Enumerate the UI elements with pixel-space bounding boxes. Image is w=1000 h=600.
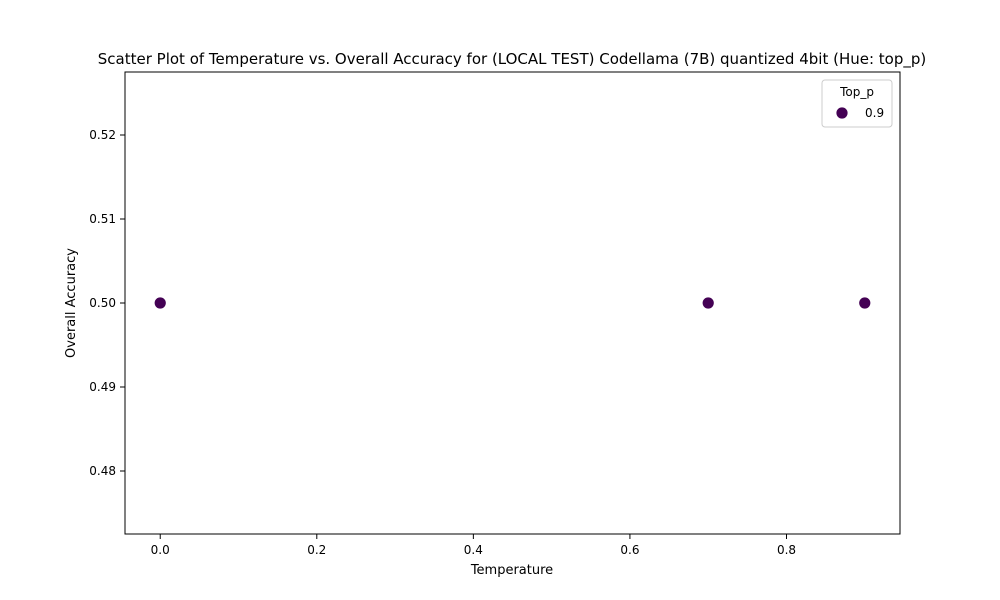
x-axis-label: Temperature: [470, 563, 553, 578]
chart-title: Scatter Plot of Temperature vs. Overall …: [98, 50, 926, 69]
scatter-point: [858, 296, 872, 310]
scatter-point: [701, 296, 715, 310]
legend: Top_p 0.9: [821, 79, 893, 128]
y-tick-label: 0.52: [89, 128, 116, 142]
y-tick-label: 0.48: [89, 464, 116, 478]
x-tick-label: 0.8: [777, 543, 796, 557]
legend-entry-label: 0.9: [865, 106, 884, 120]
x-tick-label: 0.2: [307, 543, 326, 557]
scatter-points: [153, 296, 872, 310]
y-tick-label: 0.50: [89, 296, 116, 310]
x-axis-ticks: 0.0 0.2 0.4 0.6 0.8: [151, 534, 796, 557]
x-tick-label: 0.6: [620, 543, 639, 557]
y-axis-ticks: 0.48 0.49 0.50 0.51 0.52: [89, 128, 125, 478]
legend-title: Top_p: [839, 85, 874, 99]
x-tick-label: 0.4: [464, 543, 483, 557]
y-tick-label: 0.49: [89, 380, 116, 394]
x-tick-label: 0.0: [151, 543, 170, 557]
y-tick-label: 0.51: [89, 212, 116, 226]
legend-marker: [835, 106, 849, 120]
scatter-point: [153, 296, 167, 310]
plot-area: [124, 71, 901, 535]
y-axis-label: Overall Accuracy: [64, 248, 79, 358]
